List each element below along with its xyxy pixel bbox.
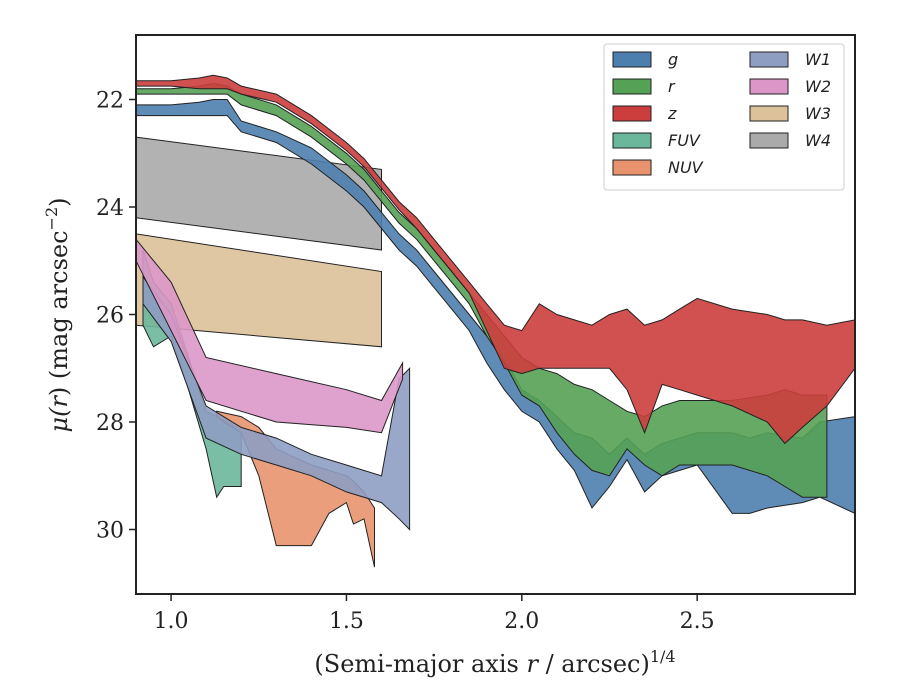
legend-label-w1: W1: [805, 50, 831, 69]
y-axis-label: μ(r) (mag arcsec−2): [42, 197, 73, 432]
legend: grz FUV NUV W1 W2 W3 W4: [603, 43, 845, 191]
y-tick-label: 22: [96, 89, 124, 114]
y-tick-label: 26: [96, 304, 124, 329]
band-w1: [142, 275, 411, 531]
legend-swatch-w3: [749, 105, 789, 122]
legend-swatch-nuv: [612, 159, 652, 176]
legend-label-g: g: [668, 50, 678, 69]
legend-label-fuv: FUV: [668, 131, 701, 150]
legend-label-r: r: [668, 77, 676, 96]
x-axis: 1.0 1.5 2.0 2.5: [154, 594, 715, 634]
band-layer: [136, 74, 855, 568]
y-tick-label: 24: [96, 196, 124, 221]
x-tick-label: 2.5: [680, 609, 715, 634]
legend-swatch-w2: [749, 78, 789, 95]
y-axis: 22 24 26 28 30: [96, 89, 136, 544]
y-tick-label: 30: [96, 519, 124, 544]
y-tick-label: 28: [96, 411, 124, 436]
band-w3: [136, 233, 382, 348]
legend-label-w2: W2: [805, 77, 831, 96]
band-z: [136, 74, 855, 445]
legend-label-w4: W4: [805, 131, 831, 150]
legend-swatch-fuv: [612, 132, 652, 149]
legend-swatch-r: [612, 78, 652, 95]
legend-swatch-w4: [749, 132, 789, 149]
legend-label-w3: W3: [805, 104, 831, 123]
band-w2: [136, 238, 404, 434]
band-r: [136, 82, 828, 498]
legend-label-nuv: NUV: [668, 158, 704, 177]
x-tick-label: 2.0: [504, 609, 539, 634]
legend-swatch-g: [612, 51, 652, 68]
x-axis-label: (Semi-major axis r / arcsec)1/4: [314, 647, 675, 678]
x-tick-label: 1.0: [154, 609, 189, 634]
x-tick-label: 1.5: [329, 609, 364, 634]
legend-swatch-w1: [749, 51, 789, 68]
legend-label-z: z: [667, 104, 677, 123]
legend-swatch-z: [612, 105, 652, 122]
